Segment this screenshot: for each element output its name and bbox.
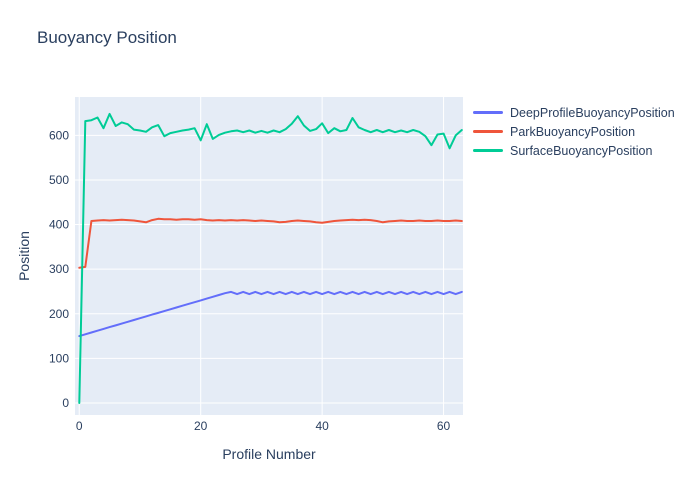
y-tick-label: 200 [49, 307, 69, 321]
legend-item-surface-buoyancy-position[interactable]: SurfaceBuoyancyPosition [473, 141, 675, 160]
y-tick-label: 500 [49, 173, 69, 187]
series-line-parkbuoyancyposition[interactable] [78, 217, 463, 269]
y-tick-label: 400 [49, 218, 69, 232]
legend-label: ParkBuoyancyPosition [510, 124, 636, 139]
series-line-deepprofilebuoyancyposition[interactable] [78, 290, 463, 338]
y-tick-label: 600 [49, 128, 69, 142]
legend-line-swatch [473, 149, 503, 152]
x-tick-label: 20 [194, 419, 208, 433]
legend-item-park-buoyancy-position[interactable]: ParkBuoyancyPosition [473, 122, 675, 141]
legend-label: SurfaceBuoyancyPosition [510, 143, 653, 158]
y-tick-label: 100 [49, 351, 69, 365]
legend-line-swatch [473, 130, 503, 133]
series-line-surfacebuoyancyposition[interactable] [78, 112, 463, 404]
y-tick-label: 0 [62, 396, 69, 410]
x-tick-label: 0 [76, 419, 83, 433]
x-axis-title: Profile Number [222, 446, 316, 462]
legend-label: DeepProfileBuoyancyPosition [510, 105, 675, 120]
plot-background [75, 97, 463, 415]
y-tick-label: 300 [49, 262, 69, 276]
legend-line-swatch [473, 111, 503, 114]
x-tick-label: 40 [315, 419, 329, 433]
legend-item-deep-profile-buoyancy-position[interactable]: DeepProfileBuoyancyPosition [473, 103, 675, 122]
x-tick-label: 60 [437, 419, 451, 433]
y-axis-title: Position [16, 231, 32, 281]
chart-title: Buoyancy Position [37, 28, 177, 47]
legend: DeepProfileBuoyancyPosition ParkBuoyancy… [473, 103, 675, 160]
